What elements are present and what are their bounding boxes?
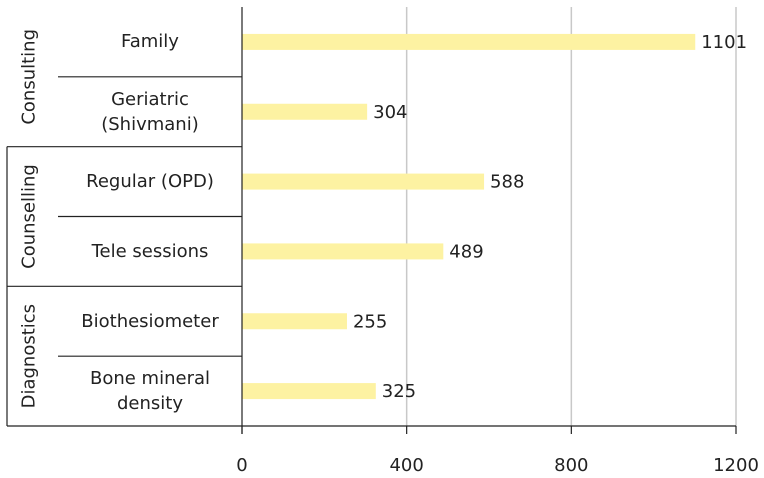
data-label: 304	[373, 102, 407, 123]
group-label: Consulting	[19, 29, 40, 125]
category-label: Family	[121, 31, 179, 53]
data-label: 325	[382, 381, 416, 402]
x-tick-label: 400	[389, 455, 423, 476]
category-label: Biothesiometer	[81, 310, 219, 332]
bar	[242, 243, 444, 260]
bar	[242, 33, 696, 50]
group-label: Diagnostics	[19, 304, 40, 408]
data-label: 1101	[701, 32, 747, 53]
x-tick-label: 0	[236, 455, 247, 476]
category-label: Regular (OPD)	[86, 171, 214, 193]
category-label: Geriatric (Shivmani)	[101, 88, 199, 135]
x-tick-label: 800	[554, 455, 588, 476]
bar	[242, 103, 368, 120]
bar	[242, 173, 485, 190]
bar	[242, 383, 376, 400]
category-label: Tele sessions	[91, 240, 209, 262]
category-label: Bone mineral density	[89, 368, 210, 415]
x-tick-label: 1200	[713, 455, 759, 476]
data-label: 255	[353, 311, 387, 332]
data-label: 588	[490, 172, 524, 193]
data-label: 489	[449, 241, 483, 262]
bar	[242, 313, 347, 330]
group-label: Counselling	[19, 164, 40, 269]
